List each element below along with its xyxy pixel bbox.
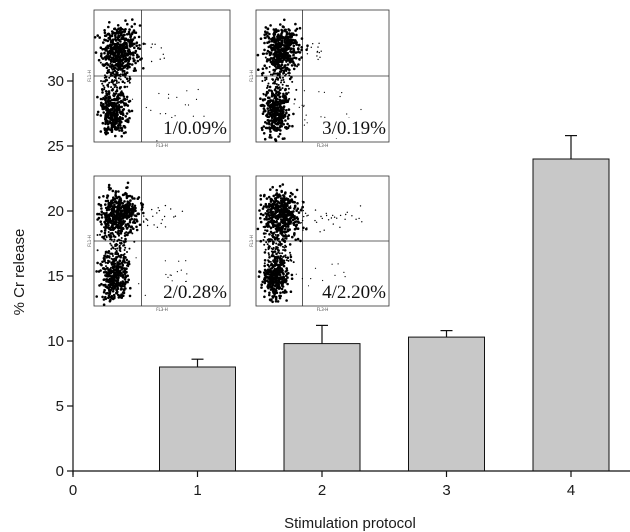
- bar-4: [532, 158, 610, 472]
- inset-percent-label: 3/0.19%: [322, 118, 386, 139]
- inset-x-axis-label: FL3-H: [156, 143, 168, 148]
- inset-plot-3: FL3-H FL1-H 2/0.28%: [87, 175, 231, 312]
- inset-plot-1: FL3-H FL1-H 1/0.09%: [87, 9, 231, 148]
- inset-label-bg: [150, 118, 229, 138]
- inset-y-axis-label: FL1-H: [87, 70, 92, 82]
- inset-percent-label: 2/0.28%: [163, 282, 227, 303]
- x-tick-label-2: 2: [318, 482, 326, 499]
- y-axis-label: % Cr release: [11, 229, 28, 316]
- flow-cytometry-insets: FL3-HFL1-H1/0.09%FL3-HFL1-H3/0.19%FL3-HF…: [87, 9, 390, 312]
- y-tick-label-25: 25: [47, 138, 64, 155]
- x-tick-label-4: 4: [567, 482, 575, 499]
- inset-x-axis-label: FL3-H: [317, 307, 329, 312]
- inset-label-bg: [309, 118, 388, 138]
- y-tick-label-15: 15: [47, 268, 64, 285]
- inset-y-axis-label: FL1-H: [87, 235, 92, 247]
- bar-3: [408, 336, 485, 472]
- scatter-points: [256, 18, 362, 142]
- x-tick-label-0: 0: [69, 482, 77, 499]
- bar-2: [283, 343, 361, 472]
- inset-plot-4: FL3-H FL1-H 4/2.20%: [249, 175, 390, 312]
- bars-layer: [159, 135, 610, 472]
- x-tick-label-3: 3: [442, 482, 450, 499]
- y-tick-label-10: 10: [47, 333, 64, 350]
- inset-percent-label: 1/0.09%: [163, 118, 227, 139]
- inset-y-axis-label: FL1-H: [249, 70, 254, 82]
- y-tick-label-5: 5: [56, 398, 64, 415]
- inset-label-bg: [150, 282, 229, 302]
- y-tick-label-20: 20: [47, 203, 64, 220]
- y-tick-label-0: 0: [56, 463, 64, 480]
- inset-x-axis-label: FL3-H: [156, 307, 168, 312]
- x-tick-label-1: 1: [193, 482, 201, 499]
- inset-percent-label: 4/2.20%: [322, 282, 386, 303]
- scatter-points: [256, 183, 363, 304]
- inset-y-axis-label: FL1-H: [249, 235, 254, 247]
- bar-1: [159, 366, 236, 472]
- scatter-points: [93, 18, 205, 142]
- x-axis-label: Stimulation protocol: [284, 515, 416, 532]
- inset-plot-2: FL3-H FL1-H 3/0.19%: [249, 9, 390, 148]
- y-tick-label-30: 30: [47, 73, 64, 90]
- inset-label-bg: [309, 282, 388, 302]
- axes-layer: 0 5 10 15 20 25 30 0 1 2 3 4 Stimulation protocol % C…: [11, 73, 630, 532]
- scatter-points: [95, 181, 192, 307]
- inset-x-axis-label: FL3-H: [317, 143, 329, 148]
